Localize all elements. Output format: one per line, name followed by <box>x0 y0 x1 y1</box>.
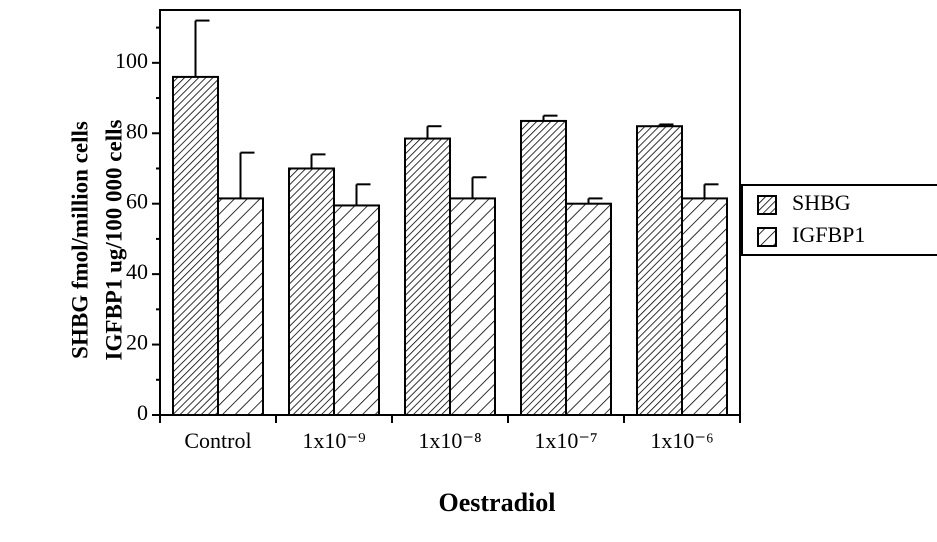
y-axis-label: IGFBP1 ug/100 000 cells <box>101 120 126 361</box>
y-tick-label: 100 <box>115 48 148 73</box>
y-tick-label: 80 <box>126 118 148 143</box>
x-tick-label: 1x10⁻⁷ <box>534 428 597 453</box>
y-tick-label: 20 <box>126 330 148 355</box>
x-axis-label: Oestradiol <box>439 488 556 517</box>
legend-swatch <box>757 227 777 247</box>
legend-label: IGFBP1 <box>792 222 865 247</box>
bar <box>681 197 728 416</box>
x-tick-label: 1x10⁻⁶ <box>650 428 713 453</box>
bar <box>333 204 380 416</box>
bar <box>404 137 451 416</box>
bar <box>217 197 264 416</box>
legend-swatch <box>757 195 777 215</box>
x-tick-label: 1x10⁻⁸ <box>418 428 481 453</box>
y-axis-label: SHBG fmol/million cells <box>67 121 92 359</box>
bar <box>565 202 612 416</box>
legend-label: SHBG <box>792 190 851 215</box>
x-tick-label: 1x10⁻⁹ <box>302 428 366 453</box>
bar <box>520 119 567 416</box>
bar <box>172 75 219 416</box>
bar <box>636 125 683 417</box>
bar <box>288 167 335 416</box>
y-tick-label: 60 <box>126 189 148 214</box>
bar <box>449 197 496 416</box>
x-tick-label: Control <box>184 428 251 453</box>
y-tick-label: 40 <box>126 259 148 284</box>
y-tick-label: 0 <box>137 400 148 425</box>
